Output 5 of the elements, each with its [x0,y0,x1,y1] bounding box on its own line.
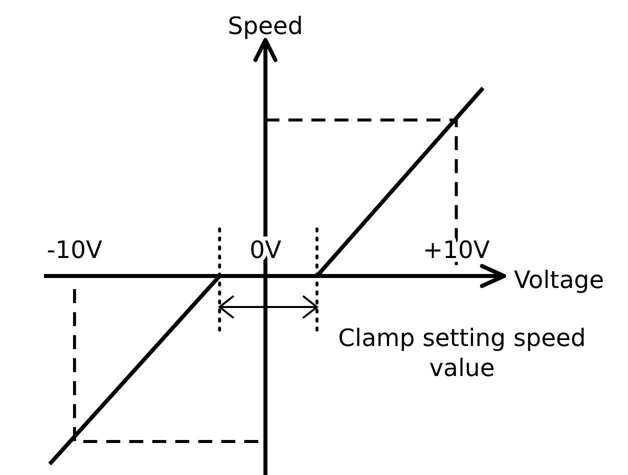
x-tick-label: -10V [46,236,103,264]
x-axis-title: Voltage [514,266,604,294]
x-tick-label: +10V [422,236,490,264]
annotation: Clamp setting speed value [338,324,586,382]
y-axis-title: Speed [228,12,304,40]
